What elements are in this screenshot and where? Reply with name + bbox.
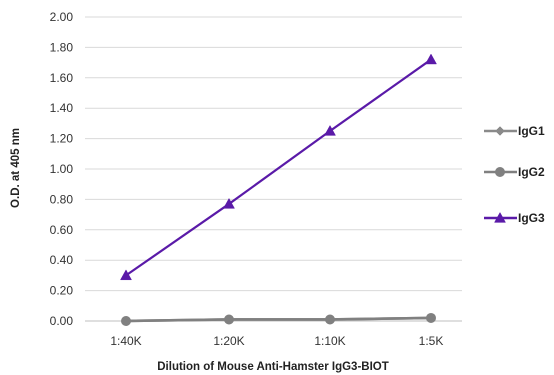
legend-entry-igg1: IgG1 xyxy=(484,124,545,138)
data-point-igg3 xyxy=(425,53,437,65)
series-igg2 xyxy=(121,312,436,326)
y-tick-label: 0.80 xyxy=(50,192,74,206)
x-tick-label: 1:20K xyxy=(213,334,244,348)
y-tick-label: 1.20 xyxy=(50,132,74,146)
legend-marker xyxy=(495,126,505,136)
y-axis-title: O.D. at 405 nm xyxy=(10,128,22,208)
legend: IgG1 IgG2 IgG3 xyxy=(484,124,545,225)
y-tick-label: 0.40 xyxy=(50,253,74,267)
series-line-igg2 xyxy=(125,316,432,323)
legend-marker xyxy=(494,211,506,223)
gridlines xyxy=(85,16,462,292)
x-tick-label: 1:40K xyxy=(110,334,141,348)
legend-label: IgG1 xyxy=(518,124,545,138)
x-tick-label: 1:5K xyxy=(419,334,444,348)
y-tick-label: 1.80 xyxy=(50,40,74,54)
legend-entry-igg3: IgG3 xyxy=(484,211,545,225)
y-tick-label: 0.00 xyxy=(50,314,74,328)
data-point-igg2 xyxy=(426,312,436,323)
data-point-igg2 xyxy=(121,316,131,326)
data-point-igg3 xyxy=(120,269,132,281)
data-point-igg3 xyxy=(324,124,336,136)
legend-entry-igg2: IgG2 xyxy=(484,165,545,179)
y-tick-label: 1.60 xyxy=(50,71,74,85)
data-point-igg2 xyxy=(224,314,234,325)
x-axis-title: Dilution of Mouse Anti-Hamster IgG3-BIOT xyxy=(157,361,389,373)
data-point-igg3 xyxy=(223,197,235,209)
series-igg3 xyxy=(120,53,437,281)
legend-marker xyxy=(495,167,505,177)
data-point-igg2 xyxy=(325,314,335,325)
y-tick-label: 1.40 xyxy=(50,101,74,115)
axes: 0.00 0.20 0.40 0.60 0.80 1.00 1.20 1.40 1.60 1.80… xyxy=(50,10,462,348)
y-tick-label: 0.60 xyxy=(50,223,74,237)
x-tick-label: 1:10K xyxy=(314,334,345,348)
y-tick-label: 0.20 xyxy=(50,284,74,298)
series-line-igg3 xyxy=(125,58,432,277)
data-series xyxy=(120,53,437,326)
y-tick-label: 1.00 xyxy=(50,162,74,176)
legend-label: IgG2 xyxy=(518,165,545,179)
legend-label: IgG3 xyxy=(518,211,545,225)
y-tick-label: 2.00 xyxy=(50,10,74,24)
